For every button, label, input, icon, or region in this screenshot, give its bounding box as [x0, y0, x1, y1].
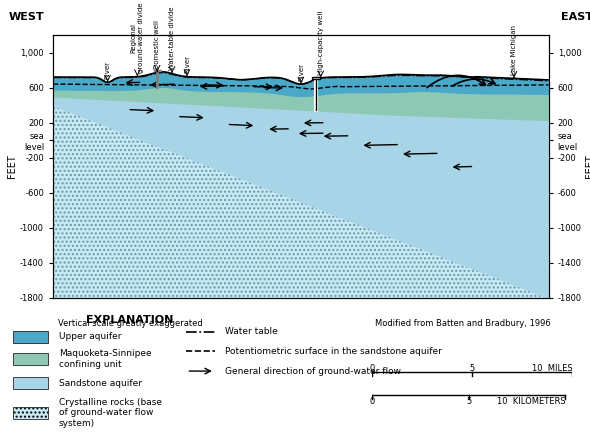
Text: 5: 5	[470, 364, 474, 373]
Text: Domestic well: Domestic well	[154, 20, 160, 69]
Text: General direction of ground-water flow: General direction of ground-water flow	[225, 367, 401, 375]
Bar	[312, 78, 320, 79]
Text: Upper aquifer: Upper aquifer	[59, 332, 122, 341]
Text: 10  KILOMETERS: 10 KILOMETERS	[497, 397, 565, 406]
Text: Modified from Batten and Bradbury, 1996: Modified from Batten and Bradbury, 1996	[375, 319, 551, 328]
Text: WEST: WEST	[8, 12, 44, 22]
Text: Maquoketa-Sinnipee
confining unit: Maquoketa-Sinnipee confining unit	[59, 349, 152, 368]
Text: Water-table divide: Water-table divide	[169, 7, 175, 70]
Text: Potentiometric surface in the sandstone aquifer: Potentiometric surface in the sandstone …	[225, 347, 442, 356]
Text: EAST: EAST	[561, 12, 590, 22]
Text: Vertical scale greatly exaggerated: Vertical scale greatly exaggerated	[58, 319, 203, 328]
Bar	[154, 70, 160, 71]
Bar	[13, 331, 48, 343]
Text: Lake Michigan: Lake Michigan	[511, 25, 517, 75]
Text: 0: 0	[369, 364, 374, 373]
Text: 0: 0	[369, 397, 374, 406]
Bar	[13, 353, 48, 365]
Y-axis label: FEET: FEET	[7, 155, 17, 178]
Text: High-capacity well: High-capacity well	[318, 10, 324, 74]
Y-axis label: FEET: FEET	[585, 155, 590, 178]
Text: River: River	[298, 63, 304, 81]
Text: 5: 5	[466, 397, 471, 406]
Text: River: River	[184, 55, 190, 73]
Bar	[13, 377, 48, 389]
Bar	[13, 406, 48, 419]
Text: Regional
ground-water divide: Regional ground-water divide	[131, 3, 144, 73]
Text: 10  MILES: 10 MILES	[532, 364, 572, 373]
Text: Crystalline rocks (base
of ground-water flow
system): Crystalline rocks (base of ground-water …	[59, 398, 162, 427]
Text: River: River	[104, 61, 110, 79]
Text: Water table: Water table	[225, 327, 278, 336]
Text: EXPLANATION: EXPLANATION	[86, 314, 173, 325]
Text: Sandstone aquifer: Sandstone aquifer	[59, 379, 142, 388]
